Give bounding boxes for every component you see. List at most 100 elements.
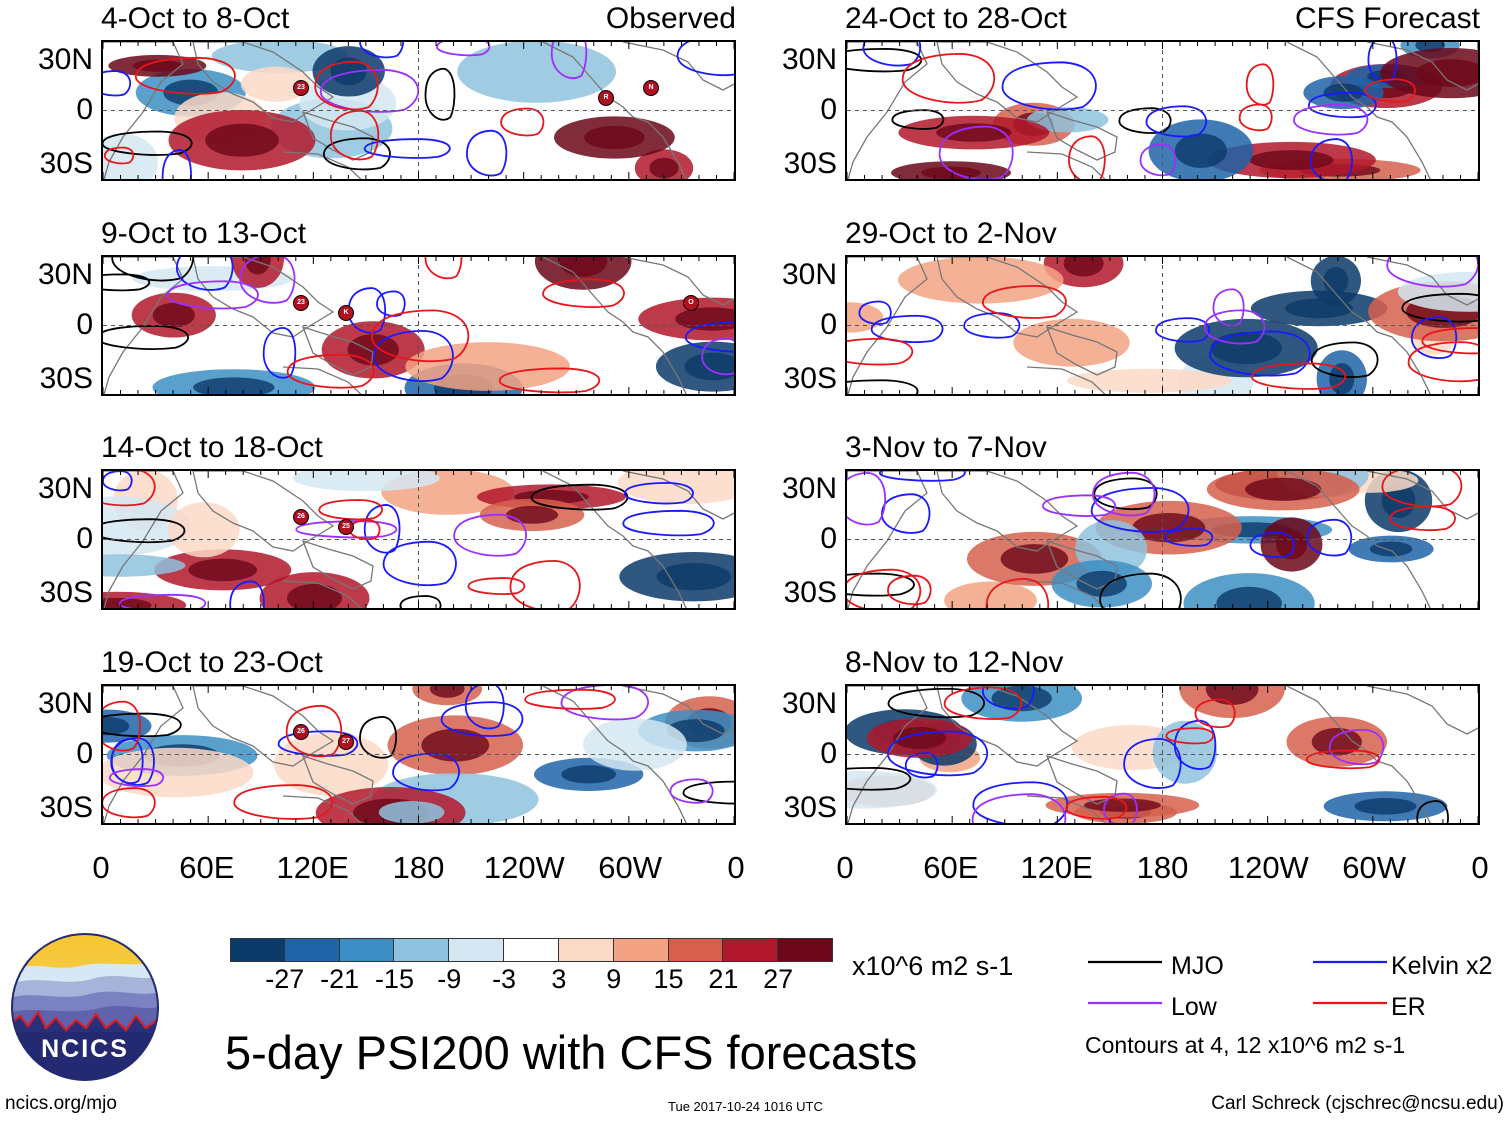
footer-timestamp: Tue 2017-10-24 1016 UTC (668, 1099, 823, 1114)
colorbar-swatch (230, 938, 285, 962)
panel-source-label: CFS Forecast (1294, 2, 1480, 35)
lon-label: 60E (179, 850, 235, 885)
lon-label: 180 (1136, 850, 1189, 885)
lon-label: 0 (836, 850, 854, 885)
colorbar-swatch (723, 938, 779, 962)
legend-line-low (1088, 1001, 1162, 1005)
figure-title: 5-day PSI200 with CFS forecasts (225, 1026, 918, 1079)
colorbar-units: x10^6 m2 s-1 (852, 951, 1014, 981)
lat-label: 0 (820, 737, 837, 770)
colorbar-swatch (558, 938, 614, 962)
panel-title: 4-Oct to 8-Oct (101, 2, 290, 35)
lon-label: 60W (598, 850, 663, 885)
colorbar-swatch (504, 938, 559, 962)
colorbar (230, 938, 833, 962)
footer-url[interactable]: ncics.org/mjo (5, 1093, 117, 1114)
map-panel (845, 255, 1480, 396)
lat-label: 30N (37, 687, 93, 720)
panel-source-label: Observed (605, 2, 736, 35)
lat-label: 30S (39, 147, 93, 180)
storm-marker: K (338, 305, 354, 321)
ncics-logo: NCICS (10, 932, 160, 1082)
lat-label: 30S (39, 362, 93, 395)
footer-credit: Carl Schreck (cjschrec@ncsu.edu) (1211, 1093, 1504, 1114)
colorbar-swatch (284, 938, 340, 962)
panel-title: 14-Oct to 18-Oct (101, 431, 323, 464)
lon-label: 0 (1471, 850, 1489, 885)
legend-label-mjo: MJO (1171, 952, 1224, 980)
lat-label: 0 (76, 93, 93, 126)
colorbar-swatch (613, 938, 669, 962)
lon-label: 0 (92, 850, 110, 885)
lon-label: 120E (276, 850, 349, 885)
colorbar-swatch (668, 938, 724, 962)
lat-label: 30N (781, 472, 837, 505)
logo-text: NCICS (41, 1035, 129, 1063)
lat-label: 0 (820, 308, 837, 341)
panel-title: 9-Oct to 13-Oct (101, 217, 307, 250)
legend-label-kelvin: Kelvin x2 (1391, 952, 1493, 980)
colorbar-tick: -27 (265, 964, 305, 994)
lat-label: 30S (783, 362, 837, 395)
lat-label: 0 (76, 308, 93, 341)
panel-title: 19-Oct to 23-Oct (101, 646, 323, 679)
storm-marker: 23 (293, 80, 309, 96)
panel-title: 3-Nov to 7-Nov (845, 431, 1047, 464)
map-panel (845, 40, 1480, 181)
lon-label: 60E (923, 850, 979, 885)
lat-label: 30N (37, 472, 93, 505)
storm-marker: 27 (338, 734, 354, 750)
lat-label: 30N (781, 258, 837, 291)
lon-label: 180 (392, 850, 445, 885)
lat-label: 0 (76, 737, 93, 770)
storm-marker: 26 (293, 509, 309, 525)
storm-marker: N (643, 80, 659, 96)
lat-label: 0 (820, 522, 837, 555)
storm-marker: 25 (338, 519, 354, 535)
colorbar-tick: 3 (551, 964, 567, 994)
lat-label: 30S (783, 791, 837, 824)
lat-label: 30N (37, 43, 93, 76)
lat-label: 30N (781, 687, 837, 720)
storm-marker: 23 (293, 295, 309, 311)
colorbar-swatch (339, 938, 395, 962)
map-panel: 23 R N (101, 40, 736, 181)
legend-label-er: ER (1391, 993, 1426, 1021)
storm-marker: O (683, 295, 699, 311)
lat-label: 0 (76, 522, 93, 555)
map-panel (845, 469, 1480, 610)
colorbar-swatch (778, 938, 833, 962)
map-panel: 26 27 (101, 684, 736, 825)
colorbar-swatch (449, 938, 505, 962)
map-panel: 26 25 (101, 469, 736, 610)
colorbar-tick: 27 (763, 964, 794, 994)
colorbar-tick: -15 (374, 964, 414, 994)
lat-label: 30N (37, 258, 93, 291)
colorbar-swatch (394, 938, 450, 962)
colorbar-tick: -21 (320, 964, 360, 994)
lon-label: 120W (1227, 850, 1309, 885)
legend-line-er (1313, 1001, 1387, 1005)
storm-marker: R (598, 90, 614, 106)
map-panel (845, 684, 1480, 825)
lat-label: 0 (820, 93, 837, 126)
lat-label: 30S (39, 791, 93, 824)
colorbar-tick: -9 (437, 964, 462, 994)
colorbar-tick: 9 (606, 964, 622, 994)
colorbar-tick: 15 (653, 964, 684, 994)
legend-line-kelvin (1313, 960, 1387, 964)
storm-marker: 26 (293, 724, 309, 740)
lon-label: 120E (1020, 850, 1093, 885)
legend-line-mjo (1088, 960, 1162, 964)
legend-contour-note: Contours at 4, 12 x10^6 m2 s-1 (1085, 1032, 1406, 1058)
colorbar-tick: -3 (492, 964, 517, 994)
colorbar-tick: 21 (708, 964, 739, 994)
legend: MJO Kelvin x2 Low ER Contours at 4, 12 x… (1085, 950, 1505, 1060)
lon-label: 60W (1342, 850, 1407, 885)
lat-label: 30S (39, 576, 93, 609)
lat-label: 30N (781, 43, 837, 76)
lon-label: 0 (727, 850, 745, 885)
legend-label-low: Low (1171, 993, 1217, 1021)
lon-label: 120W (483, 850, 565, 885)
panel-title: 24-Oct to 28-Oct (845, 2, 1067, 35)
